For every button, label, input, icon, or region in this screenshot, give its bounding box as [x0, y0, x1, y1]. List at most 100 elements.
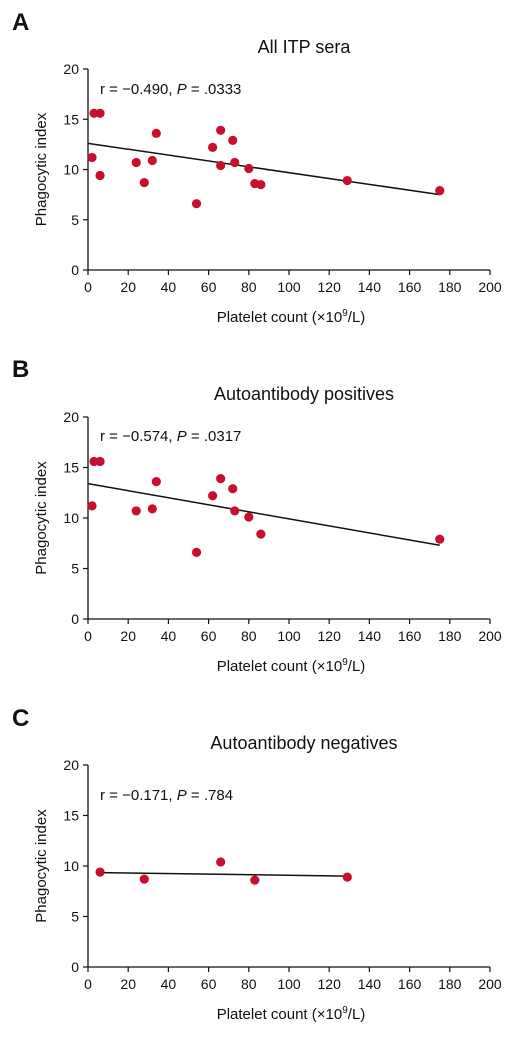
x-tick-label: 0 [84, 628, 92, 644]
x-tick-label: 160 [398, 628, 422, 644]
chart-title: All ITP sera [258, 37, 352, 57]
regression-line [87, 142, 440, 196]
x-tick-label: 0 [84, 976, 92, 992]
panel-letter: C [12, 705, 29, 732]
y-tick-label: 15 [63, 460, 79, 476]
y-tick-label: 0 [71, 262, 79, 278]
data-point [216, 474, 226, 484]
y-tick-label: 10 [63, 510, 79, 526]
y-tick-label: 10 [63, 162, 79, 178]
x-tick-label: 100 [277, 279, 301, 295]
x-tick-label: 140 [358, 628, 382, 644]
data-point [131, 506, 141, 516]
data-point [139, 177, 149, 188]
data-point [256, 179, 266, 190]
data-point [244, 512, 254, 522]
correlation-annotation: r = −0.574, P = .0317 [100, 428, 241, 445]
data-point [435, 186, 445, 196]
data-point [216, 857, 226, 867]
x-tick-label: 140 [358, 279, 382, 295]
data-point [230, 506, 240, 516]
x-axis-label: Platelet count (×109/L) [217, 657, 366, 675]
y-axis-label: Phagocytic index [33, 461, 50, 575]
y-tick-label: 20 [63, 757, 79, 773]
x-tick-label: 80 [241, 279, 257, 295]
data-point [230, 157, 240, 168]
y-tick-label: 0 [71, 959, 79, 975]
regression-line [87, 482, 440, 547]
data-point [228, 484, 238, 494]
x-tick-label: 180 [438, 279, 462, 295]
x-tick-label: 20 [120, 279, 136, 295]
data-point [147, 155, 157, 166]
data-point [95, 170, 105, 181]
panel-letter: A [12, 9, 29, 36]
panel-letter: B [12, 356, 29, 383]
y-tick-label: 20 [63, 409, 79, 425]
x-tick-label: 60 [201, 976, 217, 992]
x-tick-label: 200 [478, 279, 502, 295]
data-point [131, 157, 141, 168]
x-tick-label: 180 [438, 628, 462, 644]
data-point [342, 872, 352, 882]
x-tick-label: 120 [318, 279, 342, 295]
data-point [208, 142, 218, 152]
x-tick-label: 20 [120, 628, 136, 644]
y-tick-label: 15 [63, 808, 79, 824]
data-point [87, 501, 97, 511]
x-tick-label: 140 [358, 976, 382, 992]
data-point [228, 135, 238, 145]
data-point [208, 491, 218, 501]
x-tick-label: 160 [398, 279, 422, 295]
regression-line [100, 871, 348, 877]
x-tick-label: 80 [241, 976, 257, 992]
data-point [435, 534, 445, 544]
data-point [216, 160, 226, 171]
y-axis-label: Phagocytic index [33, 809, 50, 923]
data-point [191, 547, 202, 557]
data-point [342, 175, 352, 186]
data-point [147, 504, 157, 514]
data-point [139, 874, 149, 884]
x-tick-label: 80 [241, 628, 257, 644]
x-tick-label: 200 [478, 628, 502, 644]
x-axis-label: Platelet count (×109/L) [217, 308, 366, 326]
x-tick-label: 100 [277, 976, 301, 992]
x-tick-label: 0 [84, 279, 92, 295]
x-tick-label: 40 [161, 976, 177, 992]
y-tick-label: 5 [71, 212, 79, 228]
y-tick-label: 5 [71, 561, 79, 577]
data-point [216, 125, 226, 135]
x-tick-label: 100 [277, 628, 301, 644]
data-point [244, 163, 254, 174]
x-tick-label: 180 [438, 976, 462, 992]
x-tick-label: 40 [161, 279, 177, 295]
x-tick-label: 120 [318, 976, 342, 992]
y-tick-label: 20 [63, 61, 79, 77]
x-tick-label: 40 [161, 628, 177, 644]
x-tick-label: 60 [201, 279, 217, 295]
data-point [191, 199, 202, 209]
y-tick-label: 10 [63, 858, 79, 874]
x-tick-label: 60 [201, 628, 217, 644]
y-axis-label: Phagocytic index [33, 112, 50, 226]
data-point [250, 875, 260, 885]
x-tick-label: 200 [478, 976, 502, 992]
chart-title: Autoantibody negatives [210, 733, 397, 753]
data-point [95, 867, 105, 877]
data-point [151, 477, 161, 487]
x-axis-label: Platelet count (×109/L) [217, 1005, 366, 1023]
chart-title: Autoantibody positives [214, 384, 394, 404]
y-tick-label: 15 [63, 111, 79, 127]
y-tick-label: 0 [71, 611, 79, 627]
correlation-annotation: r = −0.490, P = .0333 [100, 81, 241, 98]
x-tick-label: 20 [120, 976, 136, 992]
x-tick-label: 160 [398, 976, 422, 992]
data-point [151, 128, 161, 138]
x-tick-label: 120 [318, 628, 342, 644]
data-point [95, 108, 105, 118]
